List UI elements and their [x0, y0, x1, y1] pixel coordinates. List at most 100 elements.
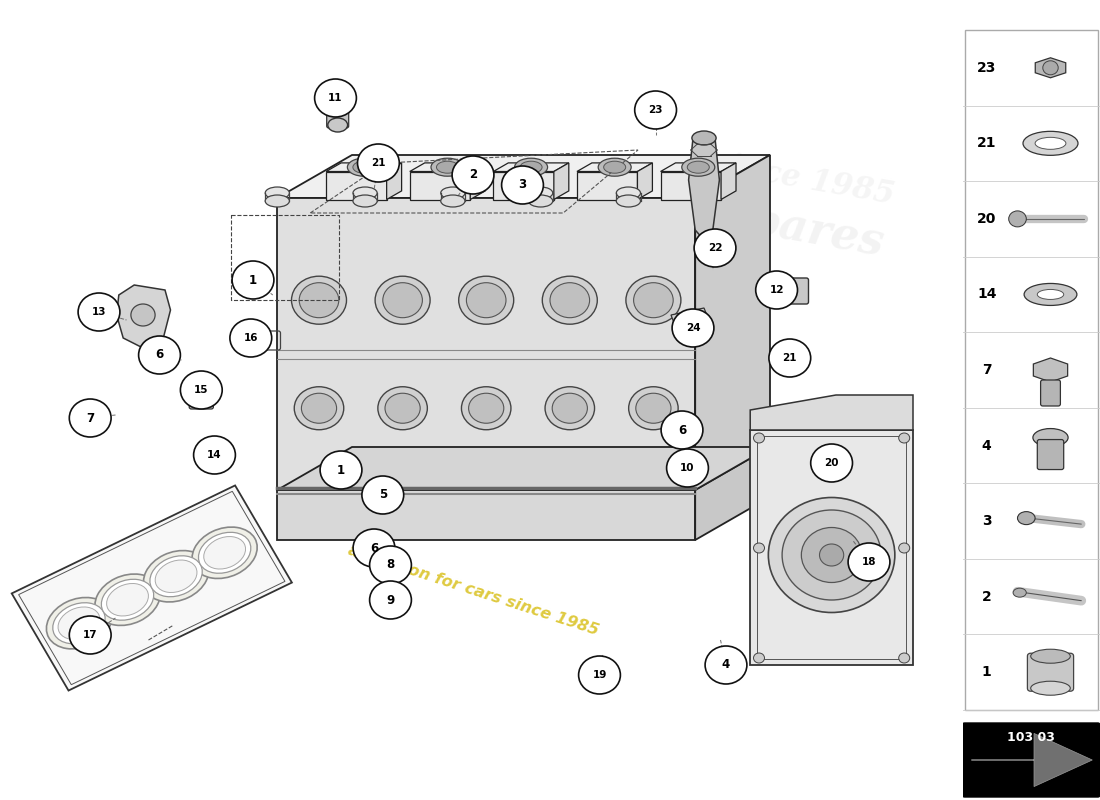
Text: 13: 13: [91, 307, 107, 317]
Circle shape: [671, 454, 684, 466]
Text: 5: 5: [378, 489, 387, 502]
Ellipse shape: [46, 598, 111, 649]
Text: 20: 20: [977, 212, 997, 226]
Polygon shape: [722, 163, 736, 199]
Polygon shape: [493, 163, 569, 171]
Ellipse shape: [265, 195, 289, 207]
Ellipse shape: [466, 282, 506, 318]
Text: 1: 1: [249, 274, 257, 286]
Ellipse shape: [1037, 290, 1064, 299]
Ellipse shape: [1035, 138, 1066, 150]
Circle shape: [1043, 61, 1058, 74]
Ellipse shape: [292, 276, 346, 324]
Text: 6: 6: [155, 349, 164, 362]
Circle shape: [370, 546, 411, 584]
Ellipse shape: [301, 394, 337, 423]
Text: 24: 24: [685, 323, 701, 333]
Text: 1: 1: [982, 666, 991, 679]
Ellipse shape: [552, 394, 587, 423]
Ellipse shape: [131, 304, 155, 326]
Ellipse shape: [636, 394, 671, 423]
Text: 23: 23: [648, 105, 663, 115]
Text: 14: 14: [207, 450, 222, 460]
Ellipse shape: [58, 607, 100, 639]
Ellipse shape: [299, 282, 339, 318]
Ellipse shape: [431, 158, 464, 176]
Text: eurospares: eurospares: [608, 175, 888, 265]
Ellipse shape: [801, 527, 862, 582]
FancyBboxPatch shape: [766, 278, 808, 304]
Ellipse shape: [1023, 131, 1078, 155]
FancyBboxPatch shape: [1037, 439, 1064, 470]
Circle shape: [194, 436, 235, 474]
Text: 12: 12: [769, 285, 784, 295]
Circle shape: [579, 656, 620, 694]
Ellipse shape: [1033, 429, 1068, 446]
Text: 21: 21: [977, 136, 997, 150]
Ellipse shape: [353, 195, 377, 207]
Ellipse shape: [546, 386, 595, 430]
Ellipse shape: [528, 195, 552, 207]
Polygon shape: [327, 171, 387, 199]
Ellipse shape: [616, 187, 640, 199]
Ellipse shape: [768, 498, 895, 613]
Ellipse shape: [550, 282, 590, 318]
Polygon shape: [410, 163, 485, 171]
FancyBboxPatch shape: [1041, 380, 1060, 406]
Text: 14: 14: [977, 287, 997, 302]
Circle shape: [694, 229, 736, 267]
Ellipse shape: [150, 556, 202, 597]
Polygon shape: [277, 447, 770, 490]
Ellipse shape: [353, 162, 375, 174]
Ellipse shape: [598, 158, 631, 176]
Text: 11: 11: [328, 93, 343, 103]
Circle shape: [1009, 211, 1026, 227]
Ellipse shape: [459, 276, 514, 324]
Ellipse shape: [469, 394, 504, 423]
Ellipse shape: [155, 560, 197, 593]
Text: 23: 23: [977, 61, 997, 74]
Text: 6: 6: [370, 542, 378, 554]
Ellipse shape: [1024, 283, 1077, 306]
Circle shape: [69, 399, 111, 437]
Ellipse shape: [634, 282, 673, 318]
Polygon shape: [277, 198, 695, 490]
Ellipse shape: [437, 162, 459, 174]
Polygon shape: [660, 171, 722, 199]
Circle shape: [705, 646, 747, 684]
Circle shape: [358, 144, 399, 182]
Text: 6: 6: [678, 423, 686, 437]
Ellipse shape: [462, 386, 510, 430]
Ellipse shape: [782, 510, 881, 600]
Text: since 1985: since 1985: [710, 149, 896, 211]
Circle shape: [320, 451, 362, 489]
FancyBboxPatch shape: [965, 30, 1098, 710]
Polygon shape: [327, 163, 402, 171]
Ellipse shape: [375, 276, 430, 324]
Text: 16: 16: [243, 333, 258, 343]
Circle shape: [230, 319, 272, 357]
Text: 7: 7: [86, 411, 95, 425]
Ellipse shape: [688, 162, 710, 174]
Circle shape: [756, 271, 798, 309]
Polygon shape: [1033, 358, 1068, 382]
Polygon shape: [695, 155, 770, 490]
Ellipse shape: [1018, 512, 1035, 525]
Polygon shape: [660, 163, 736, 171]
Text: 10: 10: [680, 463, 695, 473]
Ellipse shape: [629, 386, 678, 430]
Text: 8: 8: [386, 558, 395, 571]
Text: 9: 9: [386, 594, 395, 606]
Text: a passion for cars since 1985: a passion for cars since 1985: [345, 542, 601, 638]
Polygon shape: [750, 430, 913, 665]
Ellipse shape: [204, 537, 245, 569]
Circle shape: [899, 543, 910, 553]
Polygon shape: [277, 490, 695, 540]
Ellipse shape: [515, 158, 548, 176]
Polygon shape: [578, 163, 652, 171]
Circle shape: [452, 156, 494, 194]
Text: 18: 18: [861, 557, 877, 567]
Circle shape: [661, 411, 703, 449]
Polygon shape: [471, 163, 485, 199]
Ellipse shape: [542, 276, 597, 324]
